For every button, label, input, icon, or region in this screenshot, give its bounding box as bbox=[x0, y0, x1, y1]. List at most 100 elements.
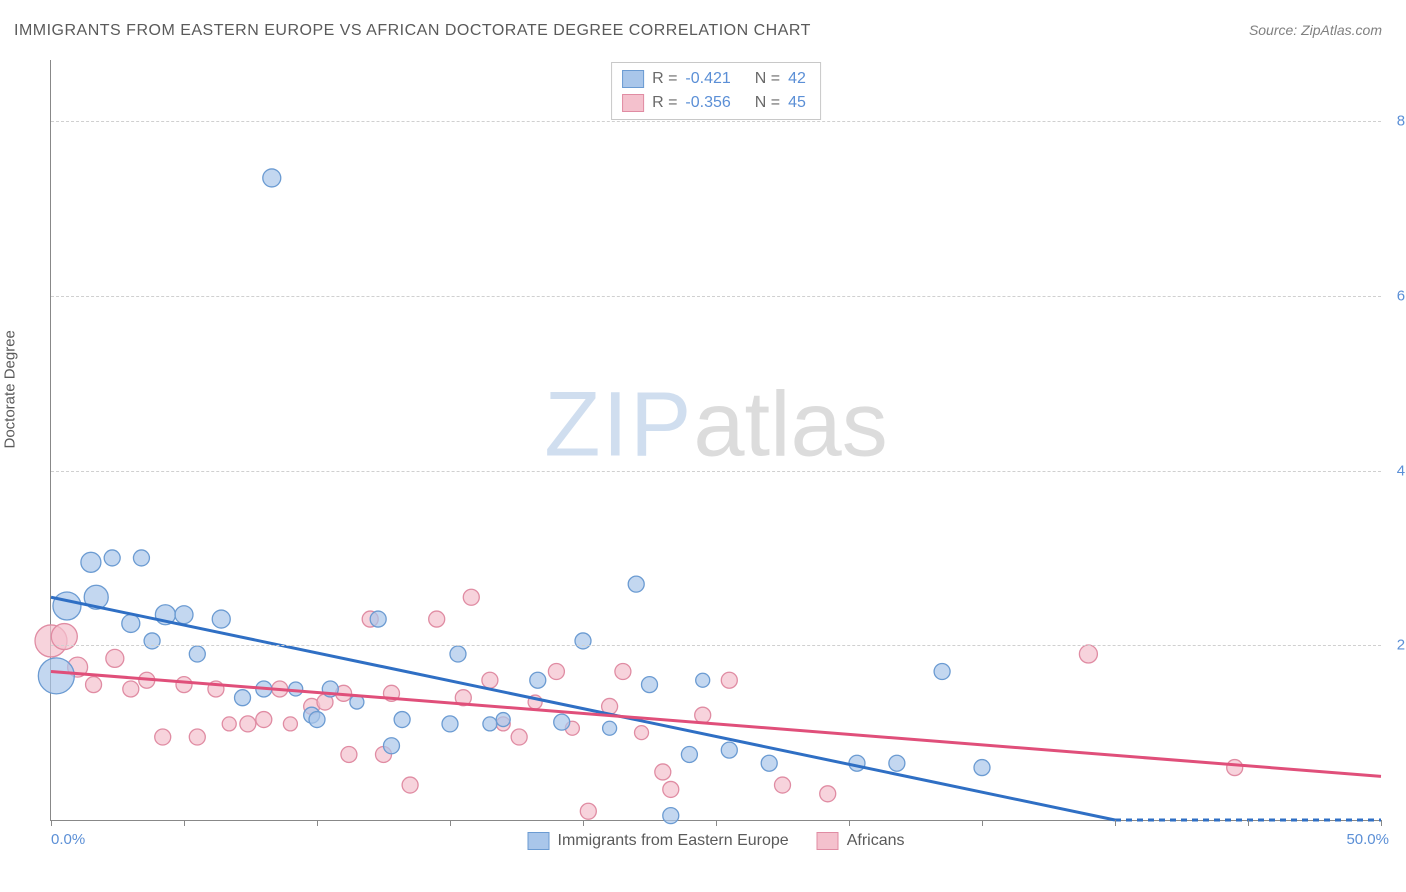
data-point-eastern_europe bbox=[530, 672, 546, 688]
data-point-eastern_europe bbox=[974, 760, 990, 776]
data-point-eastern_europe bbox=[575, 633, 591, 649]
n-value-eastern-europe: 42 bbox=[788, 67, 806, 91]
data-point-eastern_europe bbox=[104, 550, 120, 566]
data-point-africans bbox=[1079, 645, 1097, 663]
correlation-legend: R = -0.421 N = 42 R = -0.356 N = 45 bbox=[611, 62, 821, 120]
x-tick bbox=[982, 820, 983, 826]
x-tick bbox=[1248, 820, 1249, 826]
series-legend: Immigrants from Eastern Europe Africans bbox=[528, 832, 905, 850]
data-point-africans bbox=[402, 777, 418, 793]
data-point-africans bbox=[635, 726, 649, 740]
chart-title: IMMIGRANTS FROM EASTERN EUROPE VS AFRICA… bbox=[14, 22, 811, 40]
x-tick bbox=[583, 820, 584, 826]
x-tick bbox=[317, 820, 318, 826]
data-point-eastern_europe bbox=[483, 717, 497, 731]
data-point-africans bbox=[189, 729, 205, 745]
legend-row-africans: R = -0.356 N = 45 bbox=[622, 91, 806, 115]
data-point-eastern_europe bbox=[175, 606, 193, 624]
data-point-africans bbox=[580, 803, 596, 819]
data-point-eastern_europe bbox=[642, 677, 658, 693]
legend-label-africans: Africans bbox=[847, 832, 905, 850]
data-point-africans bbox=[222, 717, 236, 731]
n-label: N = bbox=[755, 91, 780, 115]
data-point-africans bbox=[482, 672, 498, 688]
data-point-eastern_europe bbox=[53, 592, 81, 620]
r-label: R = bbox=[652, 67, 677, 91]
data-point-eastern_europe bbox=[721, 742, 737, 758]
x-tick-label-min: 0.0% bbox=[51, 831, 85, 848]
data-point-eastern_europe bbox=[849, 755, 865, 771]
data-point-africans bbox=[775, 777, 791, 793]
x-tick bbox=[184, 820, 185, 826]
data-point-africans bbox=[1227, 760, 1243, 776]
data-point-eastern_europe bbox=[496, 713, 510, 727]
data-point-africans bbox=[655, 764, 671, 780]
swatch-africans bbox=[817, 832, 839, 850]
data-point-africans bbox=[283, 717, 297, 731]
data-point-africans bbox=[721, 672, 737, 688]
y-tick-label: 8.0% bbox=[1387, 113, 1406, 130]
data-point-eastern_europe bbox=[81, 552, 101, 572]
data-point-eastern_europe bbox=[383, 738, 399, 754]
data-point-eastern_europe bbox=[696, 673, 710, 687]
y-tick-label: 6.0% bbox=[1387, 287, 1406, 304]
x-tick bbox=[450, 820, 451, 826]
data-point-africans bbox=[695, 707, 711, 723]
y-tick-label: 2.0% bbox=[1387, 637, 1406, 654]
n-label: N = bbox=[755, 67, 780, 91]
data-point-eastern_europe bbox=[235, 690, 251, 706]
data-point-eastern_europe bbox=[263, 169, 281, 187]
data-point-africans bbox=[663, 781, 679, 797]
data-point-eastern_europe bbox=[38, 658, 74, 694]
data-point-eastern_europe bbox=[394, 712, 410, 728]
x-tick bbox=[849, 820, 850, 826]
data-point-africans bbox=[256, 712, 272, 728]
r-value-africans: -0.356 bbox=[685, 91, 730, 115]
y-tick-label: 4.0% bbox=[1387, 462, 1406, 479]
x-tick bbox=[1381, 820, 1382, 826]
data-point-africans bbox=[615, 663, 631, 679]
data-point-eastern_europe bbox=[212, 610, 230, 628]
data-point-eastern_europe bbox=[889, 755, 905, 771]
data-point-africans bbox=[429, 611, 445, 627]
data-point-africans bbox=[548, 663, 564, 679]
swatch-eastern-europe bbox=[622, 70, 644, 88]
data-point-africans bbox=[511, 729, 527, 745]
x-tick bbox=[716, 820, 717, 826]
legend-label-eastern-europe: Immigrants from Eastern Europe bbox=[558, 832, 789, 850]
data-point-eastern_europe bbox=[309, 712, 325, 728]
data-point-eastern_europe bbox=[450, 646, 466, 662]
data-point-africans bbox=[341, 746, 357, 762]
data-point-eastern_europe bbox=[442, 716, 458, 732]
data-point-eastern_europe bbox=[133, 550, 149, 566]
r-label: R = bbox=[652, 91, 677, 115]
x-tick bbox=[1115, 820, 1116, 826]
x-tick bbox=[51, 820, 52, 826]
chart-svg bbox=[51, 60, 1381, 820]
data-point-africans bbox=[86, 677, 102, 693]
x-tick-label-max: 50.0% bbox=[1346, 831, 1389, 848]
legend-item-africans: Africans bbox=[817, 832, 905, 850]
legend-item-eastern-europe: Immigrants from Eastern Europe bbox=[528, 832, 789, 850]
gridline bbox=[51, 121, 1381, 122]
data-point-eastern_europe bbox=[761, 755, 777, 771]
trend-line-eastern_europe bbox=[51, 597, 1115, 820]
n-value-africans: 45 bbox=[788, 91, 806, 115]
plot-area: ZIPatlas R = -0.421 N = 42 R = -0.356 N … bbox=[50, 60, 1381, 821]
data-point-africans bbox=[176, 677, 192, 693]
data-point-eastern_europe bbox=[681, 746, 697, 762]
data-point-africans bbox=[123, 681, 139, 697]
data-point-eastern_europe bbox=[189, 646, 205, 662]
data-point-africans bbox=[155, 729, 171, 745]
source-attribution: Source: ZipAtlas.com bbox=[1249, 22, 1382, 38]
legend-row-eastern-europe: R = -0.421 N = 42 bbox=[622, 67, 806, 91]
gridline bbox=[51, 645, 1381, 646]
r-value-eastern-europe: -0.421 bbox=[685, 67, 730, 91]
swatch-africans bbox=[622, 94, 644, 112]
y-axis-label: Doctorate Degree bbox=[2, 330, 19, 448]
swatch-eastern-europe bbox=[528, 832, 550, 850]
data-point-eastern_europe bbox=[628, 576, 644, 592]
data-point-eastern_europe bbox=[934, 663, 950, 679]
data-point-africans bbox=[463, 589, 479, 605]
gridline bbox=[51, 471, 1381, 472]
